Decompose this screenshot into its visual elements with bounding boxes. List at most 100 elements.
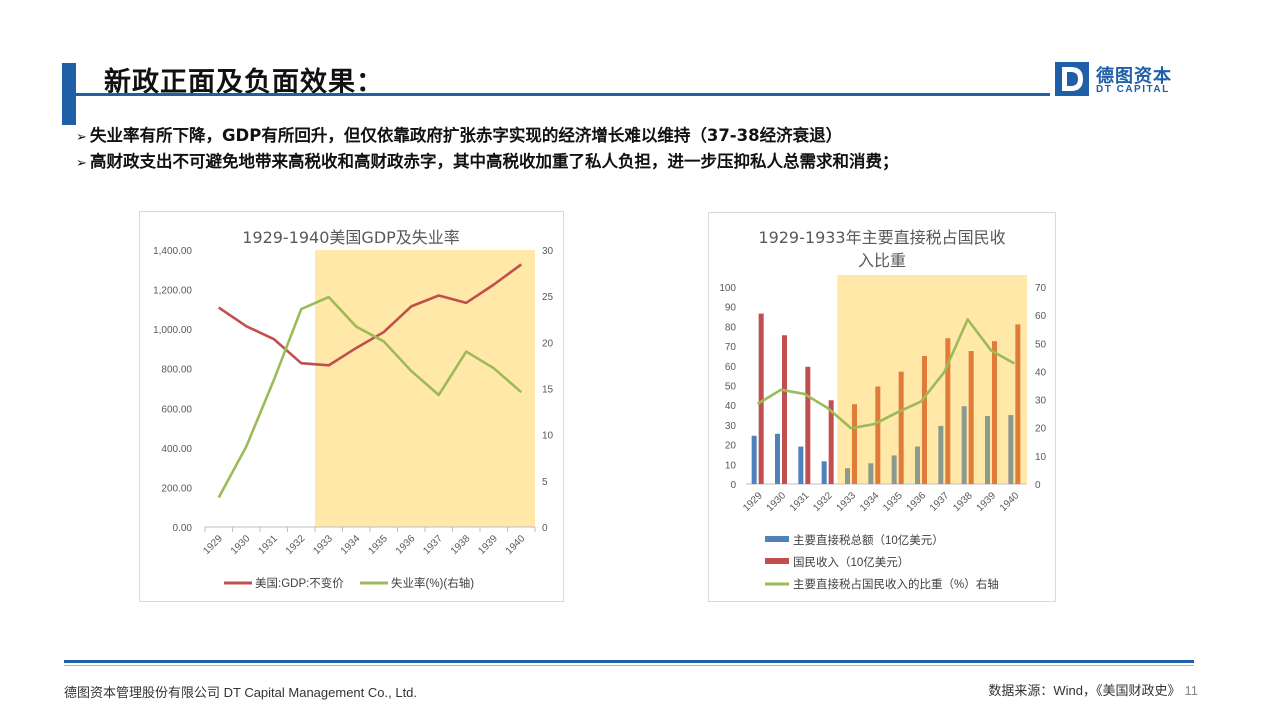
x-tick-label: 1938 bbox=[449, 533, 473, 557]
left-axis-tick-label: 1,200.00 bbox=[153, 286, 192, 297]
gdp-unemployment-chart: 1929-1940美国GDP及失业率 0.00 200.00 400.00 600.00… bbox=[139, 211, 564, 602]
left-axis-tick-label: 80 bbox=[725, 322, 737, 333]
tax-bar bbox=[891, 455, 897, 484]
x-tick-label: 1939 bbox=[476, 533, 500, 557]
left-axis-tick-label: 20 bbox=[725, 441, 737, 452]
unemployment-series-line bbox=[217, 295, 523, 499]
tax-bar bbox=[1008, 415, 1014, 484]
page-title: 新政正面及负面效果： bbox=[104, 67, 384, 98]
right-axis-tick-label: 25 bbox=[542, 292, 554, 303]
legend-income-label: 国民收入（10亿美元） bbox=[793, 555, 909, 569]
tax-bar bbox=[868, 463, 874, 484]
bullet-text-1: 失业率有所下降，GDP有所回升，但仅依靠政府扩张赤字实现的经济增长难以维持（37… bbox=[90, 126, 843, 145]
footer-company: 德图资本管理股份有限公司 DT Capital Management Co., … bbox=[64, 685, 418, 700]
income-bar bbox=[968, 351, 974, 484]
x-tick-label: 1937 bbox=[421, 533, 445, 557]
income-bar bbox=[758, 313, 764, 484]
title-accent-bar bbox=[62, 63, 76, 125]
bullet-list: ➢ 失业率有所下降，GDP有所回升，但仅依靠政府扩张赤字实现的经济增长难以维持（3… bbox=[76, 124, 899, 176]
tax-bar bbox=[961, 406, 967, 484]
chart-title-line-1: 1929-1933年主要直接税占国民收 bbox=[758, 228, 1005, 247]
right-axis-tick-label: 0 bbox=[1035, 480, 1041, 491]
legend-tax-label: 主要直接税总额（10亿美元） bbox=[793, 533, 944, 547]
x-tick-label: 1936 bbox=[905, 490, 929, 514]
x-tick-label: 1940 bbox=[998, 490, 1022, 514]
tax-bar bbox=[775, 433, 780, 484]
left-axis-tick-label: 1,400.00 bbox=[153, 246, 192, 257]
tax-bar bbox=[985, 416, 990, 484]
logo-chinese-name: 德图资本 bbox=[1096, 66, 1172, 87]
chart-title: 1929-1940美国GDP及失业率 bbox=[242, 228, 460, 247]
right-axis-tick-label: 60 bbox=[1035, 311, 1047, 322]
right-axis-tick-label: 15 bbox=[542, 385, 554, 396]
legend-gdp-label: 美国:GDP:不变价 bbox=[255, 576, 344, 590]
tax-bar bbox=[821, 461, 827, 484]
footer-rule-thin bbox=[64, 665, 1194, 666]
x-tick-label: 1933 bbox=[311, 533, 335, 557]
bullet-item-2: ➢ 高财政支出不可避免地带来高税收和高财政赤字，其中高税收加重了私人负担，进一步压… bbox=[76, 150, 899, 176]
left-axis-tick-label: 400.00 bbox=[161, 444, 192, 455]
bullet-arrow-icon: ➢ bbox=[76, 130, 87, 145]
income-bar bbox=[945, 338, 951, 484]
right-axis-tick-label: 20 bbox=[542, 338, 554, 349]
left-axis-tick-label: 200.00 bbox=[161, 483, 192, 494]
income-bar bbox=[922, 355, 927, 484]
gdp-series-line bbox=[218, 263, 523, 367]
x-tick-label: 1935 bbox=[881, 490, 905, 514]
left-axis-tick-label: 10 bbox=[725, 460, 737, 471]
x-tick-label: 1935 bbox=[366, 533, 390, 557]
income-bar bbox=[1015, 324, 1021, 484]
left-axis-tick-label: 100 bbox=[719, 283, 736, 294]
left-axis-tick-label: 40 bbox=[725, 401, 737, 412]
income-bar bbox=[805, 366, 811, 484]
right-axis-tick-label: 30 bbox=[1035, 396, 1047, 407]
left-axis-tick-label: 90 bbox=[725, 303, 737, 314]
x-tick-label: 1937 bbox=[928, 490, 952, 514]
tax-bar bbox=[938, 425, 944, 484]
legend-income-swatch bbox=[765, 558, 789, 564]
left-axis-tick-label: 600.00 bbox=[161, 404, 192, 415]
logo-mark-icon bbox=[1055, 62, 1089, 96]
right-axis-tick-label: 10 bbox=[542, 431, 554, 442]
left-axis-tick-label: 30 bbox=[725, 421, 737, 432]
income-bar bbox=[782, 335, 787, 484]
income-bar bbox=[875, 386, 881, 484]
right-axis-tick-label: 30 bbox=[542, 246, 554, 257]
tax-bar bbox=[751, 435, 757, 484]
gdp-unemployment-chart-svg: 1929-1940美国GDP及失业率 0.00 200.00 400.00 600.00… bbox=[153, 228, 554, 590]
x-tick-label: 1932 bbox=[811, 490, 835, 514]
footer-source: 数据来源：Wind，《美国财政史》 11 bbox=[988, 680, 1198, 699]
legend-tax-swatch bbox=[765, 536, 789, 542]
bullet-text-2: 高财政支出不可避免地带来高税收和高财政赤字，其中高税收加重了私人负担，进一步压抑… bbox=[90, 152, 899, 171]
page-number: 11 bbox=[1184, 683, 1199, 698]
income-bar bbox=[992, 341, 997, 484]
x-tick-label: 1939 bbox=[975, 490, 999, 514]
x-tick-label: 1930 bbox=[765, 490, 789, 514]
logo-english-name: DT CAPITAL bbox=[1096, 84, 1170, 95]
highlight-band bbox=[837, 275, 1027, 484]
x-tick-label: 1929 bbox=[741, 490, 765, 514]
left-axis-tick-label: 0 bbox=[730, 480, 736, 491]
right-axis-tick-label: 20 bbox=[1035, 424, 1047, 435]
legend-unemployment-label: 失业率(%)(右轴) bbox=[391, 576, 474, 590]
direct-tax-ratio-chart: 1929-1933年主要直接税占国民收 入比重 0 10 20 30 40 50 60 70 80 9… bbox=[708, 212, 1056, 602]
ratio-series-line bbox=[756, 318, 1015, 430]
x-tick-label: 1931 bbox=[788, 490, 812, 514]
left-axis-tick-label: 1,000.00 bbox=[153, 325, 192, 336]
x-tick-label: 1930 bbox=[229, 533, 253, 557]
bullet-item-1: ➢ 失业率有所下降，GDP有所回升，但仅依靠政府扩张赤字实现的经济增长难以维持（3… bbox=[76, 124, 899, 150]
right-axis-tick-label: 50 bbox=[1035, 339, 1047, 350]
right-axis-tick-label: 10 bbox=[1035, 452, 1047, 463]
x-tick-label: 1934 bbox=[858, 490, 882, 514]
highlight-band bbox=[315, 250, 535, 527]
bullet-arrow-icon: ➢ bbox=[76, 156, 87, 171]
right-axis-tick-label: 5 bbox=[542, 477, 548, 488]
income-bar bbox=[852, 404, 857, 484]
right-axis-tick-label: 70 bbox=[1035, 283, 1047, 294]
left-axis-tick-label: 60 bbox=[725, 362, 737, 373]
x-tick-label: 1934 bbox=[339, 533, 363, 557]
x-tick-label: 1938 bbox=[951, 490, 975, 514]
x-tick-label: 1940 bbox=[504, 533, 528, 557]
x-tick-label: 1929 bbox=[201, 533, 225, 557]
